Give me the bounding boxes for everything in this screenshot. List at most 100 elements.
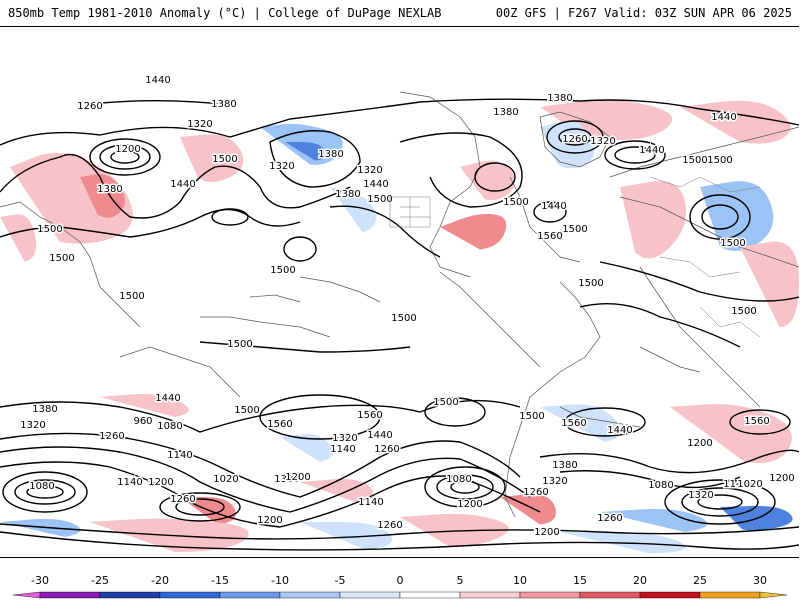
anomaly-area-13	[700, 181, 774, 251]
contour-label: 1380	[335, 189, 360, 200]
colorbar-tick-label: -15	[211, 574, 229, 587]
colorbar-swatch	[159, 591, 221, 599]
anomaly-area-10	[540, 100, 673, 141]
colorbar-swatch	[99, 591, 161, 599]
contour-label: 1500	[731, 306, 756, 317]
contour-label: 1260	[374, 444, 399, 455]
anomaly-area-6	[285, 142, 327, 161]
colorbar-tick-label: 10	[513, 574, 527, 587]
contour-label: 1200	[148, 477, 173, 488]
anomaly-area-3	[180, 134, 244, 182]
contour-label: 960	[133, 416, 152, 427]
colorbar-tick-label: 15	[573, 574, 587, 587]
colorbar-tick-label: 25	[693, 574, 707, 587]
contour-label: 1080	[29, 481, 54, 492]
colorbar-swatch	[459, 591, 521, 599]
colorbar-tick-label: 0	[397, 574, 404, 587]
anomaly-area-18	[670, 404, 792, 463]
contour-label: 1500	[37, 224, 62, 235]
contour-label: 1500	[367, 194, 392, 205]
colorbar-swatch	[579, 591, 641, 599]
anomaly-area-16	[280, 434, 334, 462]
anomaly-area-23	[300, 522, 393, 550]
colorbar-swatch	[699, 591, 761, 599]
contour-label: 1380	[274, 474, 299, 485]
colorbar-swatch	[639, 591, 701, 599]
anomaly-area-15	[740, 241, 799, 327]
contour-label: 1500	[503, 197, 528, 208]
contour-label: 1200	[257, 515, 282, 526]
contour-label: 1140	[330, 444, 355, 455]
anomaly-area-25	[500, 494, 556, 525]
contour-label: 1200	[115, 144, 140, 155]
contour-label: 1500	[519, 411, 544, 422]
colorbar-swatch	[759, 591, 788, 599]
colorbar-swatch	[399, 591, 461, 599]
contour-label: 1500	[234, 405, 259, 416]
contour-label: 1380	[32, 404, 57, 415]
contour-label: 1020	[213, 474, 238, 485]
contour-label: 1380	[97, 184, 122, 195]
contour-label: 1500	[433, 397, 458, 408]
colorbar-tick-label: -5	[335, 574, 346, 587]
contour-label: 1140	[167, 450, 192, 461]
coastlines	[0, 91, 799, 518]
anomaly-area-7	[330, 187, 377, 232]
contour-label: 1560	[561, 418, 586, 429]
contour-label: 1320	[688, 490, 713, 501]
anomaly-area-4	[0, 214, 37, 262]
anomaly-shading	[0, 100, 799, 554]
contour-label: 1320	[332, 433, 357, 444]
contour-label: 1260	[523, 487, 548, 498]
contour-label: 1260	[99, 431, 124, 442]
map-panel: 1440 1380 1260 1380 1320 1200 1500 1380 1440 1320…	[0, 26, 799, 558]
colorbar-swatches	[12, 591, 788, 599]
contour-label: 1560	[537, 231, 562, 242]
contour-label: 1260	[170, 494, 195, 505]
anomaly-area-11	[680, 100, 791, 144]
colorbar-swatch	[339, 591, 401, 599]
contour-label: 1380	[318, 149, 343, 160]
contour-label: 1140	[117, 477, 142, 488]
contour-label: 1440	[155, 393, 180, 404]
contour-label: 1380	[552, 460, 577, 471]
contour-label: 1200	[534, 527, 559, 538]
contour-label: 1020	[737, 479, 762, 490]
country-borders	[389, 176, 761, 338]
height-contours	[0, 98, 799, 551]
anomaly-area-26	[600, 509, 708, 532]
map-title: 850mb Temp 1981-2010 Anomaly (°C) | Coll…	[8, 6, 442, 20]
anomaly-area-17	[540, 404, 621, 442]
contour-label: 1320	[357, 165, 382, 176]
contour-label: 1440	[170, 179, 195, 190]
contour-label: 1140	[358, 497, 383, 508]
contour-label: 1080	[157, 421, 182, 432]
colorbar-tick-labels: -30 -25 -20 -15 -10 -5 0 5 10 15 20 25 30	[31, 574, 767, 587]
contour-label: 1320	[20, 420, 45, 431]
contour-label: 1260	[597, 513, 622, 524]
contour-label: 1500	[682, 155, 707, 166]
contour-label: 1500	[119, 291, 144, 302]
contour-label: 1440	[367, 430, 392, 441]
anomaly-area-29	[300, 479, 373, 502]
contour-label: 1380	[547, 93, 572, 104]
contour-label: 1440	[363, 179, 388, 190]
colorbar-tick-label: 5	[457, 574, 464, 587]
anomaly-area-9	[460, 160, 515, 200]
colorbar-tick-label: -25	[91, 574, 109, 587]
contour-label: 1080	[648, 480, 673, 491]
contour-label: 1200	[457, 499, 482, 510]
contour-label: 1260	[77, 101, 102, 112]
contour-label: 1500	[391, 313, 416, 324]
contour-label: 1320	[590, 136, 615, 147]
colorbar-swatch	[279, 591, 341, 599]
anomaly-area-19	[100, 394, 189, 417]
contour-label: 1200	[285, 472, 310, 483]
anomaly-area-20	[0, 518, 81, 537]
contour-label: 1380	[493, 107, 518, 118]
contour-label: 1440	[639, 145, 664, 156]
contour-label: 1500	[270, 265, 295, 276]
contour-label: 1500	[707, 155, 732, 166]
contour-label: 1500	[720, 238, 745, 249]
